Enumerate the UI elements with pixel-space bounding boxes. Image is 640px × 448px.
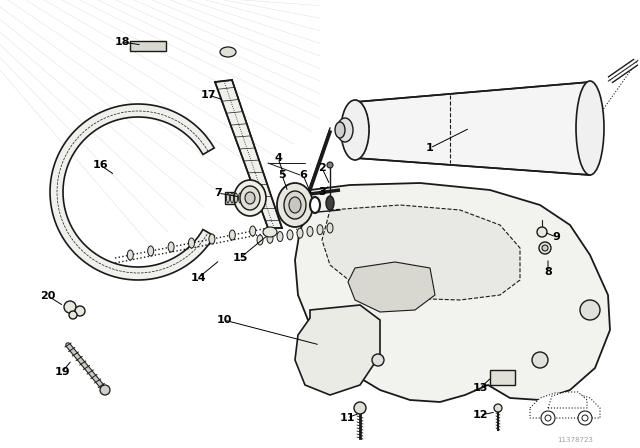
Text: 15: 15	[232, 253, 248, 263]
Ellipse shape	[277, 183, 313, 227]
Ellipse shape	[227, 193, 230, 203]
Ellipse shape	[220, 47, 236, 57]
Ellipse shape	[327, 223, 333, 233]
Ellipse shape	[64, 301, 76, 313]
Ellipse shape	[582, 415, 588, 421]
Ellipse shape	[580, 300, 600, 320]
Ellipse shape	[127, 250, 133, 260]
Ellipse shape	[494, 404, 502, 412]
Ellipse shape	[537, 227, 547, 237]
Ellipse shape	[209, 234, 215, 244]
Text: 11: 11	[339, 413, 355, 423]
Ellipse shape	[100, 385, 110, 395]
Polygon shape	[548, 392, 587, 408]
Ellipse shape	[532, 352, 548, 368]
Text: 16: 16	[92, 160, 108, 170]
Text: 11378723: 11378723	[557, 437, 593, 443]
Ellipse shape	[327, 162, 333, 168]
Text: 13: 13	[472, 383, 488, 393]
Ellipse shape	[326, 196, 334, 210]
Ellipse shape	[317, 225, 323, 235]
Ellipse shape	[545, 415, 551, 421]
Polygon shape	[355, 82, 590, 175]
Ellipse shape	[287, 230, 293, 240]
Text: 6: 6	[299, 170, 307, 180]
Bar	[490, 370, 515, 385]
Polygon shape	[295, 305, 380, 395]
Ellipse shape	[267, 233, 273, 243]
Text: 18: 18	[115, 37, 130, 47]
Ellipse shape	[189, 238, 195, 248]
Polygon shape	[50, 104, 214, 280]
Ellipse shape	[337, 118, 353, 142]
Ellipse shape	[354, 402, 366, 414]
Ellipse shape	[148, 246, 154, 256]
Text: 10: 10	[216, 315, 232, 325]
Ellipse shape	[307, 226, 313, 237]
Polygon shape	[322, 205, 520, 300]
Ellipse shape	[576, 81, 604, 175]
Ellipse shape	[297, 228, 303, 238]
Bar	[225, 192, 245, 204]
Text: 19: 19	[54, 367, 70, 377]
Polygon shape	[215, 80, 282, 228]
Ellipse shape	[542, 245, 548, 251]
Ellipse shape	[234, 180, 266, 216]
Text: 14: 14	[190, 273, 206, 283]
Text: 1: 1	[426, 143, 434, 153]
Text: 20: 20	[40, 291, 56, 301]
Text: 12: 12	[472, 410, 488, 420]
Ellipse shape	[289, 197, 301, 213]
Ellipse shape	[341, 100, 369, 160]
Bar	[130, 41, 166, 51]
Text: 3: 3	[318, 187, 326, 197]
Text: 17: 17	[200, 90, 216, 100]
Ellipse shape	[250, 226, 256, 236]
Polygon shape	[348, 262, 435, 312]
Ellipse shape	[539, 242, 551, 254]
Ellipse shape	[372, 354, 384, 366]
Ellipse shape	[69, 311, 77, 319]
Polygon shape	[295, 183, 610, 402]
Polygon shape	[530, 393, 600, 418]
Ellipse shape	[310, 197, 320, 213]
Ellipse shape	[240, 186, 260, 210]
Text: 9: 9	[552, 232, 560, 242]
Ellipse shape	[263, 227, 277, 237]
Ellipse shape	[257, 235, 263, 245]
Text: 2: 2	[318, 163, 326, 173]
Ellipse shape	[230, 193, 234, 203]
Text: 7: 7	[214, 188, 222, 198]
Ellipse shape	[335, 122, 345, 138]
Ellipse shape	[75, 306, 85, 316]
Ellipse shape	[239, 193, 241, 203]
Ellipse shape	[578, 411, 592, 425]
Ellipse shape	[234, 193, 237, 203]
Text: 4: 4	[274, 153, 282, 163]
Ellipse shape	[245, 192, 255, 204]
Ellipse shape	[168, 242, 174, 252]
Ellipse shape	[229, 230, 236, 240]
Ellipse shape	[284, 191, 306, 219]
Text: 5: 5	[278, 170, 286, 180]
Text: 8: 8	[544, 267, 552, 277]
Ellipse shape	[277, 232, 283, 241]
Ellipse shape	[541, 411, 555, 425]
